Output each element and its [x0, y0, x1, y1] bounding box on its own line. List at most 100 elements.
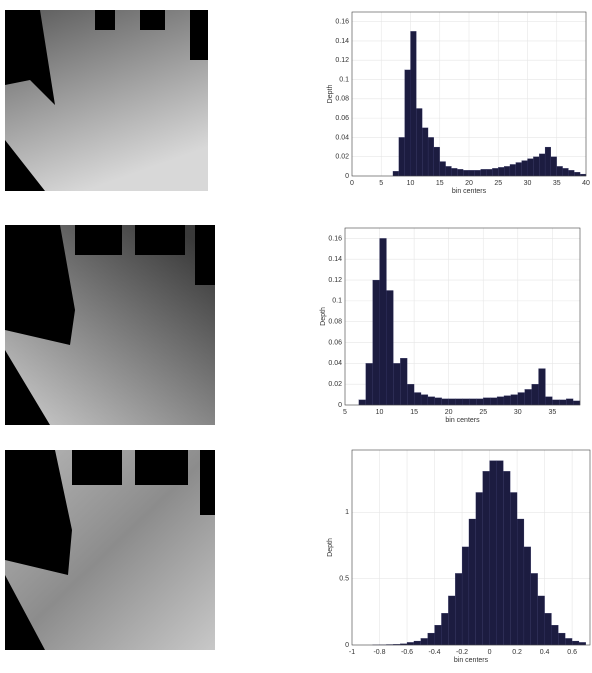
x-tick-label: 30 — [524, 180, 532, 187]
bar — [456, 399, 463, 405]
x-tick-label: 40 — [582, 180, 590, 187]
bar — [566, 399, 573, 405]
bar — [407, 384, 414, 405]
bar — [476, 492, 483, 645]
bar — [428, 397, 435, 405]
bar — [559, 400, 566, 405]
bar — [446, 166, 452, 176]
x-tick-label: 0 — [488, 649, 492, 656]
bar — [557, 166, 563, 176]
bar — [440, 162, 446, 176]
bar — [483, 398, 490, 405]
y-tick-label: 0 — [345, 173, 349, 180]
x-tick-label: -0.6 — [401, 649, 413, 656]
bar — [462, 547, 469, 645]
bar — [448, 596, 455, 645]
bar — [522, 161, 528, 176]
y-tick-label: 0.16 — [328, 235, 342, 242]
bar — [435, 398, 442, 405]
x-axis-label: bin centers — [454, 657, 489, 664]
bar — [490, 398, 497, 405]
y-tick-label: 0.14 — [335, 38, 349, 45]
bar — [463, 399, 470, 405]
x-tick-label: 5 — [343, 409, 347, 416]
bar — [373, 280, 380, 405]
bar — [532, 384, 539, 405]
y-tick-label: 0.02 — [335, 154, 349, 161]
bar — [469, 399, 476, 405]
y-axis-label: Depth — [327, 538, 334, 557]
bar — [475, 170, 481, 176]
bar — [463, 170, 469, 176]
bar — [496, 461, 503, 645]
bar — [539, 369, 546, 405]
y-tick-label: 0.1 — [332, 298, 342, 305]
bar — [545, 147, 551, 176]
x-tick-label: 5 — [379, 180, 383, 187]
y-tick-label: 0.14 — [328, 256, 342, 263]
bar — [411, 31, 417, 176]
y-tick-label: 0.02 — [328, 381, 342, 388]
x-tick-label: 30 — [514, 409, 522, 416]
bar — [359, 400, 366, 405]
x-tick-label: 10 — [376, 409, 384, 416]
x-tick-label: 0.6 — [567, 649, 577, 656]
x-tick-label: 35 — [548, 409, 556, 416]
bar — [552, 400, 559, 405]
bar — [416, 108, 422, 176]
bar — [428, 137, 434, 176]
hand-image-3 — [5, 450, 215, 650]
bar — [533, 157, 539, 176]
bar — [428, 633, 435, 645]
x-tick-label: -0.2 — [456, 649, 468, 656]
bar — [457, 169, 463, 176]
bar — [405, 70, 411, 176]
bar — [455, 573, 462, 645]
y-tick-label: 0.06 — [328, 339, 342, 346]
bar — [572, 641, 579, 645]
x-tick-label: 0.2 — [512, 649, 522, 656]
bar — [551, 157, 557, 176]
hand-image-1 — [5, 10, 208, 191]
bar — [487, 169, 493, 176]
bar — [573, 401, 580, 405]
x-tick-label: 10 — [407, 180, 415, 187]
bar — [539, 154, 545, 176]
bar — [545, 613, 552, 645]
bar — [511, 395, 518, 405]
x-tick-label: 35 — [553, 180, 561, 187]
y-tick-label: 0.04 — [335, 134, 349, 141]
bar — [498, 167, 504, 176]
bar — [490, 461, 497, 645]
bar — [421, 638, 428, 645]
bar — [386, 290, 393, 405]
y-axis-label: Depth — [327, 85, 334, 104]
x-tick-label: 20 — [445, 409, 453, 416]
y-tick-label: 0.08 — [335, 96, 349, 103]
x-axis-label: bin centers — [445, 417, 480, 424]
x-tick-label: -0.8 — [373, 649, 385, 656]
bar — [483, 471, 490, 645]
x-axis-label: bin centers — [452, 188, 487, 195]
bar — [504, 166, 510, 176]
bar — [481, 169, 487, 176]
hand-image-2 — [5, 225, 215, 425]
bar — [517, 519, 524, 645]
y-tick-label: 0.5 — [339, 576, 349, 583]
bar — [451, 168, 457, 176]
bar — [422, 128, 428, 176]
bar — [393, 171, 399, 176]
bar — [399, 137, 405, 176]
y-tick-label: 0.16 — [335, 18, 349, 25]
y-tick-label: 0 — [345, 642, 349, 649]
bar — [442, 399, 449, 405]
bar — [469, 170, 475, 176]
bar — [469, 519, 476, 645]
bar — [524, 547, 531, 645]
y-axis-label: Depth — [320, 307, 327, 326]
bar — [366, 363, 373, 405]
y-tick-label: 0.08 — [328, 319, 342, 326]
bar — [449, 399, 456, 405]
